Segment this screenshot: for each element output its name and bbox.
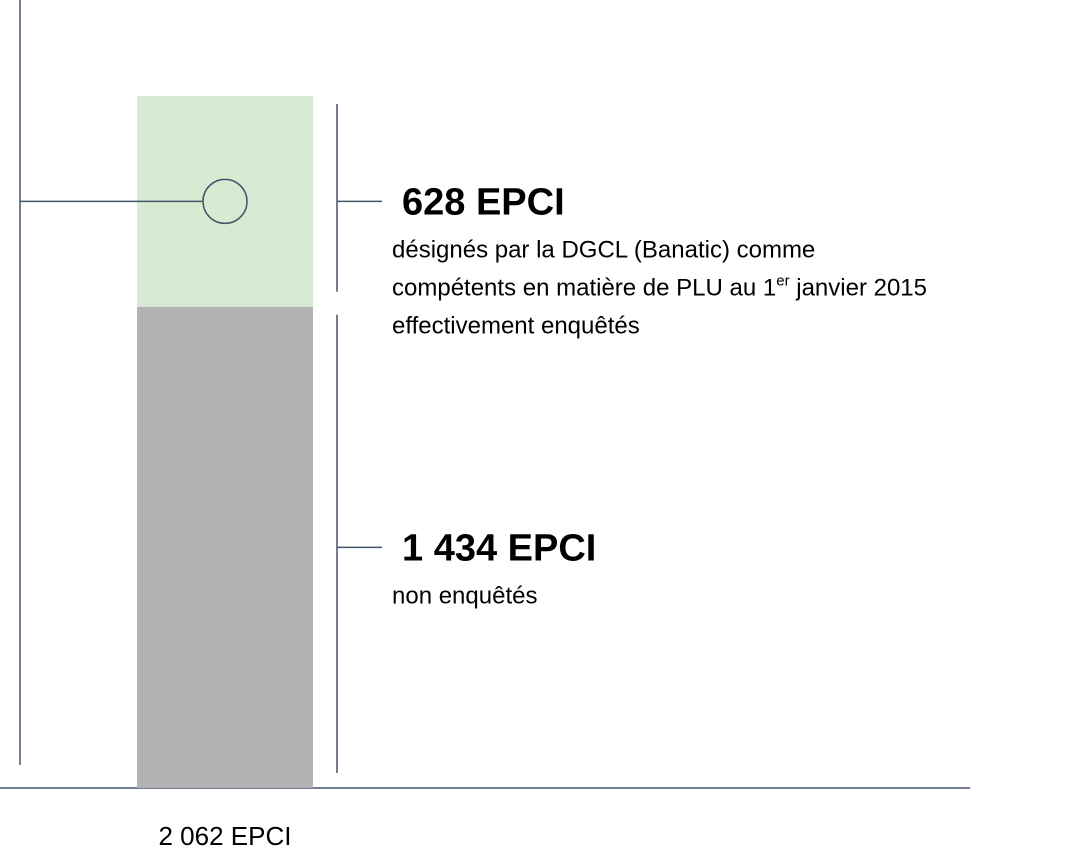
- segment-description: effectivement enquêtés: [392, 312, 640, 339]
- segment-description: désignés par la DGCL (Banatic) comme: [392, 236, 815, 263]
- description-part: compétents en matière de PLU au 1: [392, 274, 776, 301]
- description-part: er: [776, 272, 789, 289]
- segment-label: 1 434 EPCI: [402, 527, 596, 569]
- bar-segment: [137, 306, 313, 788]
- segment-label: 628 EPCI: [402, 181, 565, 223]
- x-tick-label: 2 062 EPCI: [159, 821, 292, 851]
- marker: [202, 178, 248, 225]
- description-part: janvier 2015: [790, 274, 927, 301]
- segment-description: non enquêtés: [392, 582, 537, 609]
- segment-description: compétents en matière de PLU au 1er janv…: [392, 272, 927, 301]
